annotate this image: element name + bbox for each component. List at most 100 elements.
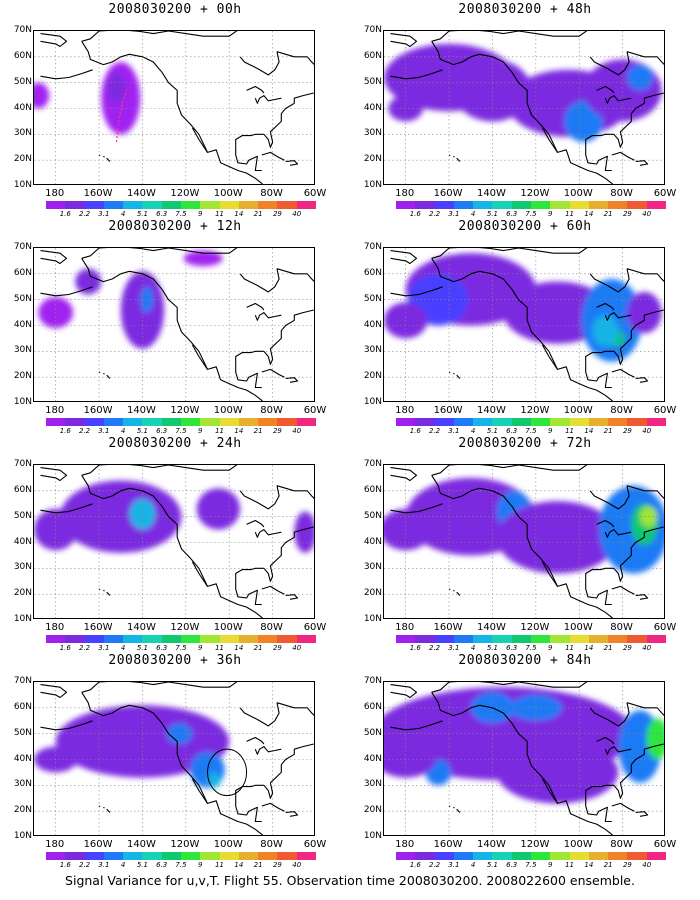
lon-tick-label: 120W: [170, 188, 200, 199]
coastline: [285, 377, 299, 383]
colorbar-swatch: [65, 852, 85, 860]
lat-tick-label: 30N: [363, 128, 382, 139]
colorbar-swatch: [142, 418, 162, 426]
coastline: [585, 92, 664, 148]
colorbar-label: 29: [272, 427, 282, 435]
coastline: [81, 692, 264, 835]
colorbar-swatch: [200, 852, 220, 860]
variance-contour: [120, 271, 165, 349]
coastline: [276, 51, 314, 65]
coastline: [390, 467, 418, 482]
lat-tick-label: 60N: [363, 50, 382, 61]
colorbar-swatch: [550, 635, 570, 643]
coastline: [448, 371, 451, 374]
coastline: [81, 475, 264, 618]
lon-tick-label: 180: [45, 839, 65, 850]
lon-tick-label: 120W: [520, 405, 550, 416]
coastline: [390, 69, 443, 80]
colorbar-labels: 1.6 2.2 3.1 4 5.1 6.3 7.5 9 11 14 21 29 40: [396, 210, 666, 220]
colorbar-swatch: [453, 201, 474, 209]
colorbar-swatch: [84, 201, 104, 209]
colorbar-swatch: [219, 852, 239, 860]
colorbar-swatch: [180, 852, 201, 860]
colorbar-label: 3.1: [448, 427, 460, 435]
colorbar-label: 6.3: [156, 427, 168, 435]
coastline: [626, 485, 664, 499]
colorbar-label: 7.5: [525, 644, 537, 652]
coastline: [261, 151, 285, 161]
colorbar-swatch: [646, 201, 666, 209]
coastline: [81, 41, 264, 184]
lon-tick-label: 120W: [520, 188, 550, 199]
coastline: [390, 684, 418, 699]
coastline: [285, 160, 299, 166]
colorbar-label: 11: [215, 427, 225, 435]
colorbar: [46, 201, 316, 209]
variance-contour: [626, 64, 653, 91]
lat-tick-label: 30N: [363, 345, 382, 356]
variance-contour: [294, 511, 314, 553]
colorbar-swatch: [492, 852, 512, 860]
coastline: [98, 154, 101, 157]
coastline: [235, 361, 262, 389]
forecast-panel: 2008030200 + 48h 70N 60N 50N 40N 30N 20N 10N 180…: [350, 0, 700, 220]
colorbar-label: 14: [584, 861, 594, 869]
forecast-panel: 2008030200 + 72h 70N 60N 50N 40N 30N 20N 10N 180…: [350, 434, 700, 654]
colorbar-labels: 1.6 2.2 3.1 4 5.1 6.3 7.5 9 11 14 21 29 40: [396, 644, 666, 654]
colorbar-swatch: [277, 635, 297, 643]
colorbar-swatch: [588, 418, 609, 426]
colorbar-label: 4: [120, 861, 126, 869]
colorbar: [396, 635, 666, 643]
colorbar-label: 7.5: [525, 210, 537, 218]
coastline: [585, 309, 664, 365]
coastline: [589, 51, 630, 76]
coastline: [40, 69, 93, 80]
colorbar-label: 2.2: [78, 644, 91, 652]
colorbar-label: 40: [292, 861, 302, 869]
colorbar-swatch: [277, 418, 297, 426]
coastline: [106, 157, 111, 162]
forecast-panel: 2008030200 + 12h 70N 60N 50N 40N 30N 20N 10N 180…: [0, 217, 350, 435]
variance-contour: [496, 501, 619, 574]
colorbar-swatch: [434, 201, 454, 209]
colorbar-swatch: [473, 852, 493, 860]
coastline: [390, 503, 443, 514]
coastline: [635, 160, 649, 166]
colorbar-swatch: [569, 852, 589, 860]
map-plot: [34, 248, 314, 401]
variance-contour: [207, 772, 221, 788]
forecast-panel: 2008030200 + 84h 70N 60N 50N 40N 30N 20N 10N 180…: [350, 651, 700, 869]
lat-tick-label: 30N: [13, 128, 32, 139]
map-plot: [384, 31, 664, 184]
colorbar-label: 29: [272, 210, 282, 218]
panel-title: 2008030200 + 36h: [108, 653, 242, 668]
colorbar-swatch: [161, 635, 181, 643]
lon-tick-label: 80W: [610, 622, 633, 633]
colorbar-label: 7.5: [525, 861, 537, 869]
lat-tick-label: 30N: [363, 562, 382, 573]
variance-contour: [34, 82, 50, 109]
lon-tick-label: 80W: [260, 622, 283, 633]
variance-contour: [626, 291, 662, 334]
colorbar-swatch: [415, 418, 435, 426]
map-frame: [33, 30, 315, 185]
colorbar-label: 9: [198, 427, 203, 435]
colorbar-swatch: [608, 418, 628, 426]
colorbar-swatch: [608, 635, 628, 643]
lon-tick-label: 120W: [520, 839, 550, 850]
coastline: [626, 51, 664, 65]
coastline: [81, 682, 238, 693]
coastline: [40, 503, 93, 514]
colorbar-swatch: [142, 852, 162, 860]
colorbar-label: 4: [120, 210, 126, 218]
colorbar-label: 2.2: [428, 210, 441, 218]
colorbar-label: 40: [642, 427, 652, 435]
colorbar-label: 29: [622, 644, 632, 652]
colorbar-swatch: [588, 852, 609, 860]
colorbar-label: 6.3: [156, 861, 168, 869]
colorbar-label: 21: [603, 861, 613, 869]
coastline: [448, 154, 451, 157]
coastline: [456, 157, 461, 162]
colorbar-swatch: [84, 418, 104, 426]
lon-tick-label: 60W: [303, 622, 327, 633]
